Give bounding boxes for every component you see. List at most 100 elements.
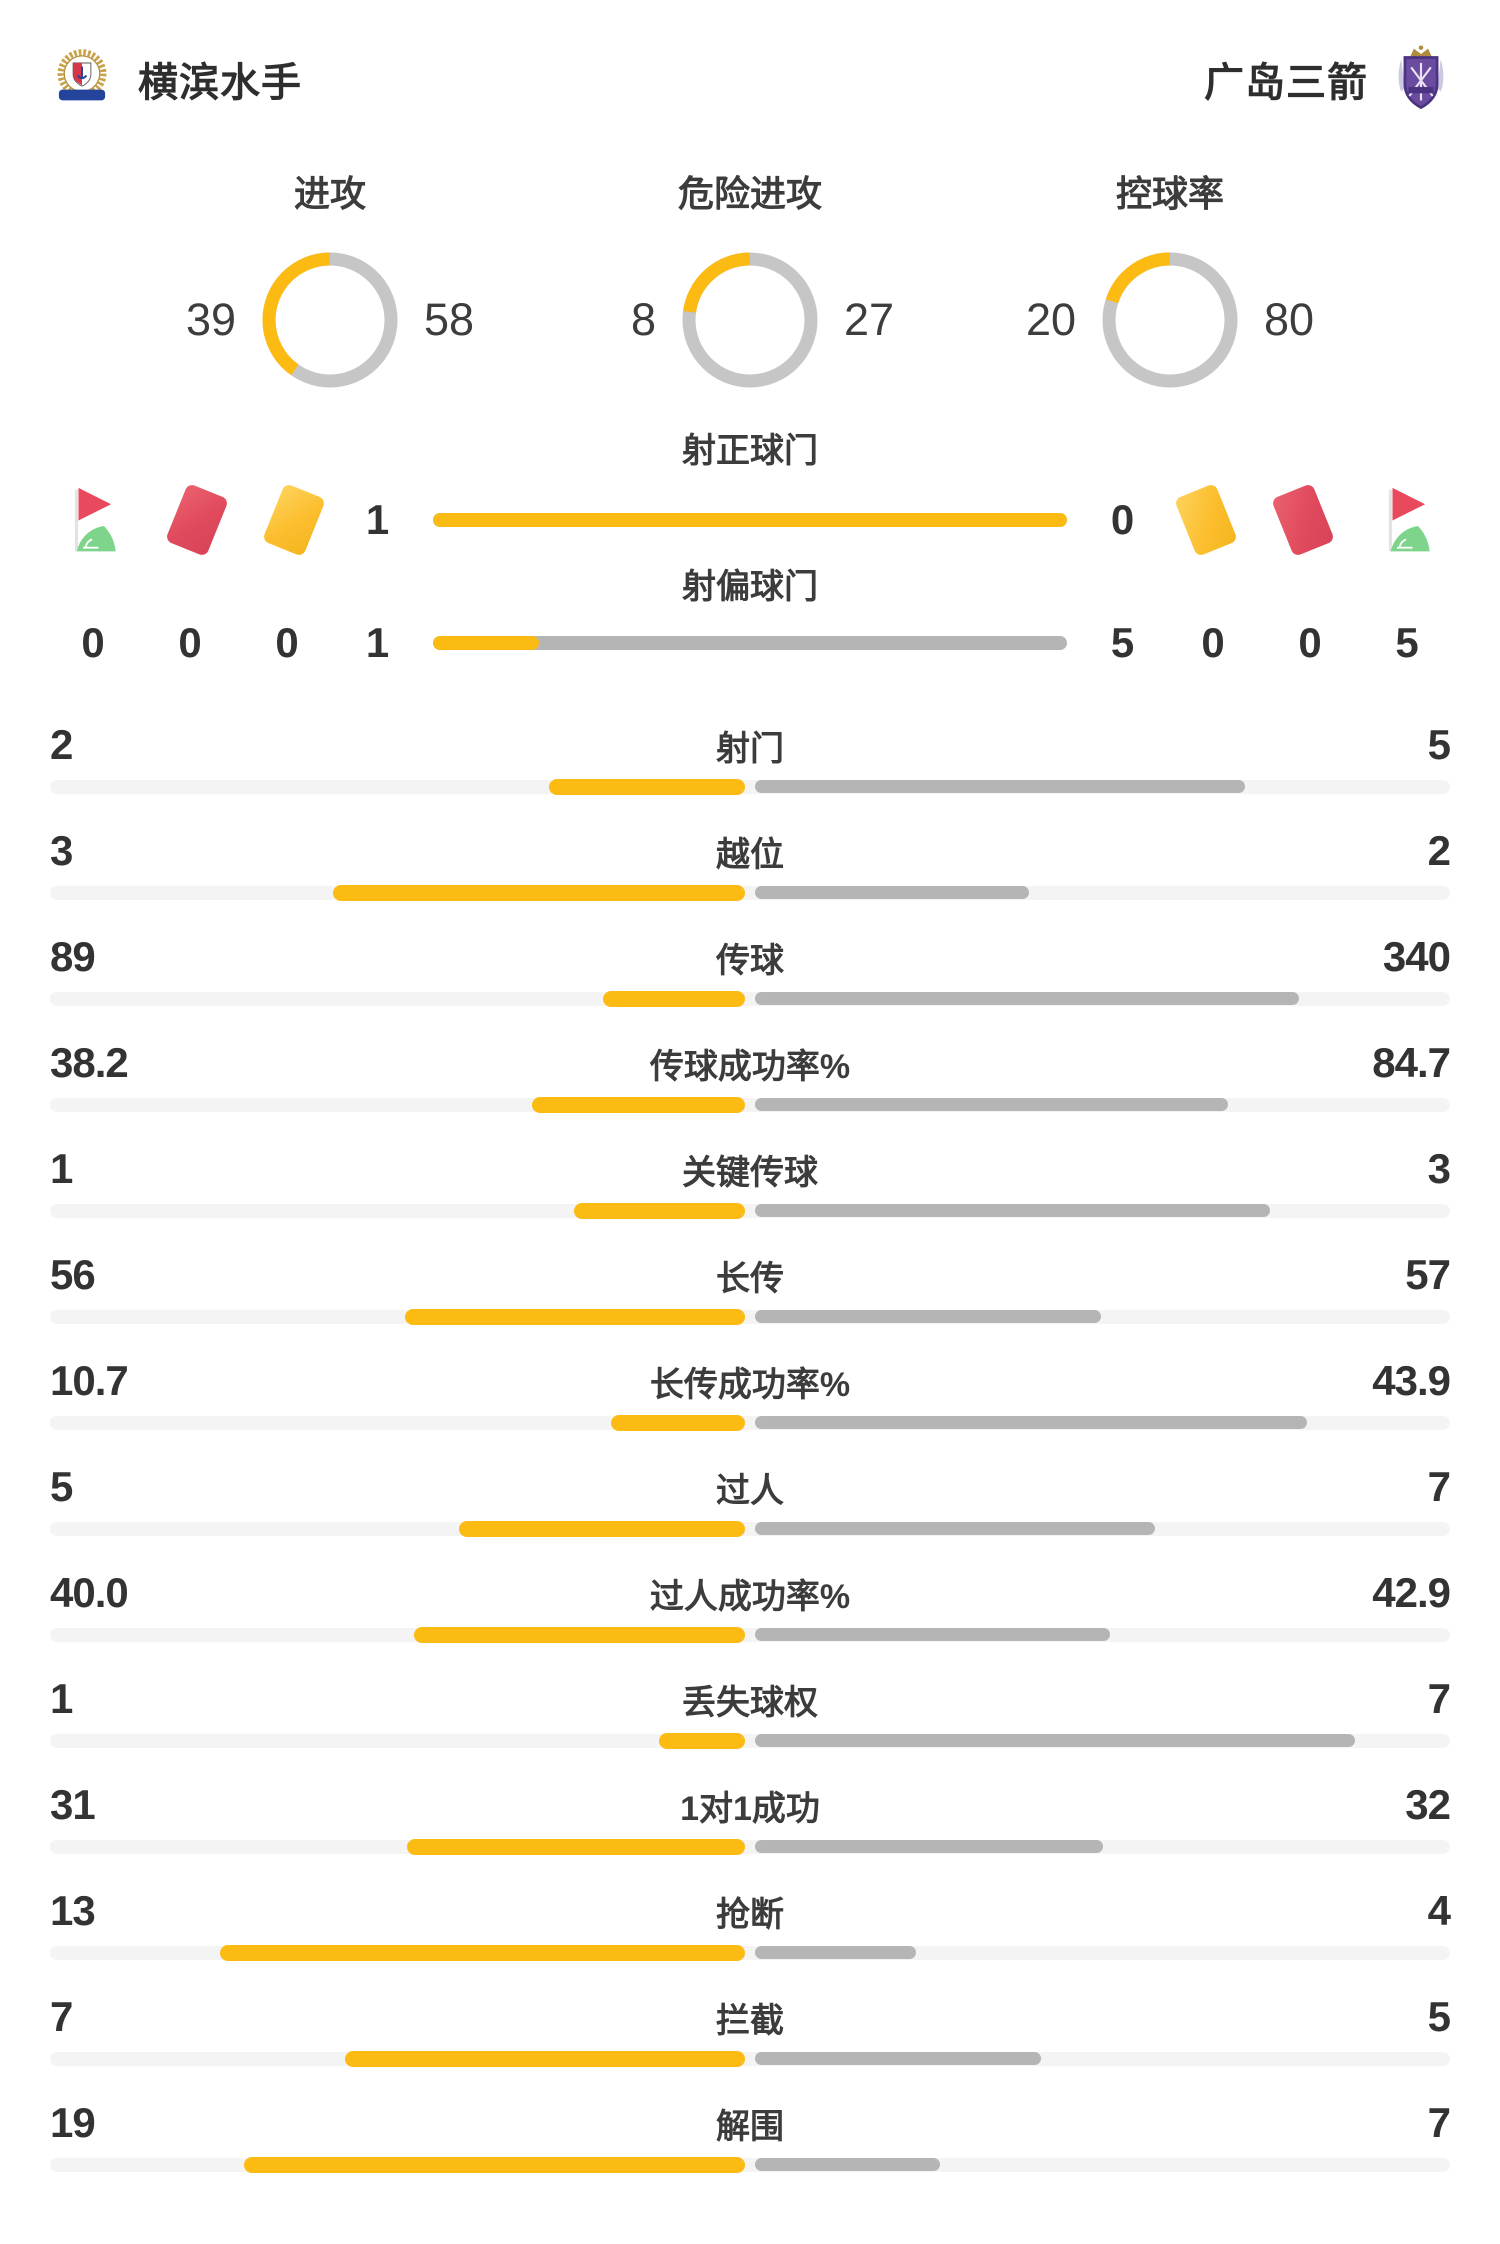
home-red-card-count: 0 [178, 619, 202, 666]
stat-home-value: 31 [50, 1781, 96, 1828]
stat-home-value: 89 [50, 933, 96, 980]
stat-away-value: 7 [1427, 1463, 1451, 1510]
donut-home-value: 20 [1025, 294, 1076, 345]
stat-label: 越位 [716, 835, 784, 874]
stat-row: 89 传球 340 [50, 914, 1451, 1020]
donut-away-value: 27 [844, 294, 895, 345]
sanfrecce-hiroshima-crest-icon [1398, 45, 1444, 110]
stat-away-value: 5 [1427, 1993, 1451, 2040]
away-discipline-counts: 0 0 5 [1170, 619, 1450, 667]
donut-home-value: 39 [185, 294, 236, 345]
stat-home-value: 2 [50, 721, 73, 768]
yellow-card-icon [261, 483, 327, 557]
stats-list: 2 射门 5 3 越位 2 89 传球 340 [50, 702, 1451, 2186]
stat-label: 长传 [716, 1259, 784, 1298]
stat-home-value: 3 [50, 827, 73, 874]
stat-away-value: 5 [1427, 721, 1451, 768]
donut-block-dangerous-attacks: 危险进攻 8 27 [540, 172, 960, 388]
stat-home-value: 13 [50, 1887, 96, 1934]
stat-bar-home [531, 1097, 745, 1113]
stat-home-value: 40.0 [50, 1569, 129, 1616]
red-card-icon [164, 483, 230, 557]
stat-bar-home [407, 1839, 745, 1855]
stat-bar-home [573, 1203, 745, 1219]
stat-label: 拦截 [716, 2001, 784, 2040]
donut-label: 危险进攻 [677, 173, 822, 214]
stat-bar-home [333, 885, 745, 901]
stat-bar-track [50, 991, 1450, 1007]
stat-label: 长传成功率% [649, 1365, 851, 1404]
away-discipline-icons [1170, 483, 1450, 557]
stat-away-value: 42.9 [1372, 1569, 1451, 1616]
stat-row: 10.7 长传成功率% 43.9 [50, 1338, 1451, 1444]
stat-away-value: 7 [1427, 2099, 1451, 2146]
stat-head: 40.0 过人成功率% 42.9 [50, 1566, 1451, 1620]
yokohama-marinos-crest-icon [57, 49, 107, 101]
stat-bar-home [243, 2157, 745, 2173]
stat-bar-track [50, 1203, 1450, 1219]
stat-away-value: 3 [1427, 1145, 1451, 1192]
stat-head: 89 传球 340 [50, 930, 1451, 984]
stat-head: 31 1对1成功 32 [50, 1778, 1451, 1832]
away-team-header: 广岛三箭 [1204, 45, 1450, 113]
stat-bar-away [755, 992, 1299, 1005]
stat-bar-home [659, 1733, 745, 1749]
stat-row: 40.0 过人成功率% 42.9 [50, 1550, 1451, 1656]
stat-away-value: 43.9 [1372, 1357, 1451, 1404]
stat-row: 31 1对1成功 32 [50, 1762, 1451, 1868]
donut-section: 进攻 39 58 危险进攻 8 [50, 172, 1450, 388]
stat-away-value: 7 [1427, 1675, 1451, 1722]
donut-away-value: 58 [424, 294, 475, 345]
stat-row: 1 丢失球权 7 [50, 1656, 1451, 1762]
stat-bar-track [50, 1097, 1450, 1113]
stat-head: 56 长传 57 [50, 1248, 1451, 1302]
stat-bar-track [50, 1309, 1450, 1325]
stat-label: 解围 [716, 2107, 784, 2146]
stat-away-value: 4 [1427, 1887, 1451, 1934]
stat-bar-track [50, 885, 1450, 901]
attacks-donut-chart [262, 252, 398, 388]
shots-on-target-label: 射正球门 [682, 432, 818, 470]
stat-bar-away [755, 1310, 1102, 1323]
corner-flag-icon [74, 487, 116, 551]
stat-away-value: 84.7 [1372, 1039, 1451, 1086]
stat-bar-track [50, 1733, 1450, 1749]
stat-label: 过人成功率% [649, 1577, 851, 1616]
shot-home-value: 1 [365, 619, 390, 666]
stat-bar-track [50, 1839, 1450, 1855]
stat-head: 5 过人 7 [50, 1460, 1451, 1514]
shot-away-value: 5 [1110, 619, 1135, 666]
donut-label: 控球率 [1115, 173, 1224, 214]
stat-label: 丢失球权 [682, 1683, 818, 1722]
shots-off-target-row: 0 0 0 1 5 0 0 5 [50, 610, 1450, 676]
stat-bar-away [755, 1204, 1270, 1217]
stat-head: 19 解围 7 [50, 2096, 1451, 2150]
stat-label: 1对1成功 [680, 1789, 820, 1828]
stat-bar-away [755, 1946, 917, 1959]
stat-row: 1 关键传球 3 [50, 1126, 1451, 1232]
stat-label: 传球成功率% [649, 1047, 851, 1086]
stat-home-value: 1 [50, 1145, 73, 1192]
home-discipline-icons [50, 483, 330, 557]
stat-away-value: 2 [1427, 827, 1451, 874]
donut-away-value: 80 [1264, 294, 1315, 345]
stat-row: 56 长传 57 [50, 1232, 1451, 1338]
stat-bar-home [344, 2051, 745, 2067]
shots-off-target-bar [433, 636, 1067, 650]
stat-bar-away [755, 1522, 1156, 1535]
stat-bar-away [755, 780, 1245, 793]
dangerous-attacks-donut-chart [682, 252, 818, 388]
stat-bar-track [50, 779, 1450, 795]
home-yellow-card-count: 0 [275, 619, 299, 666]
stat-bar-home [405, 1309, 745, 1325]
stat-bar-track [50, 1627, 1450, 1643]
donut-home-value: 8 [630, 294, 656, 345]
stat-bar-away [755, 1734, 1356, 1747]
shot-away-value: 0 [1110, 496, 1135, 543]
away-team-name: 广岛三箭 [1204, 61, 1368, 105]
stat-bar-track [50, 1945, 1450, 1961]
donut-block-possession: 控球率 20 80 [960, 172, 1380, 388]
shots-off-target-label: 射偏球门 [682, 568, 818, 606]
stat-row: 5 过人 7 [50, 1444, 1451, 1550]
away-corner-count: 5 [1395, 619, 1419, 666]
